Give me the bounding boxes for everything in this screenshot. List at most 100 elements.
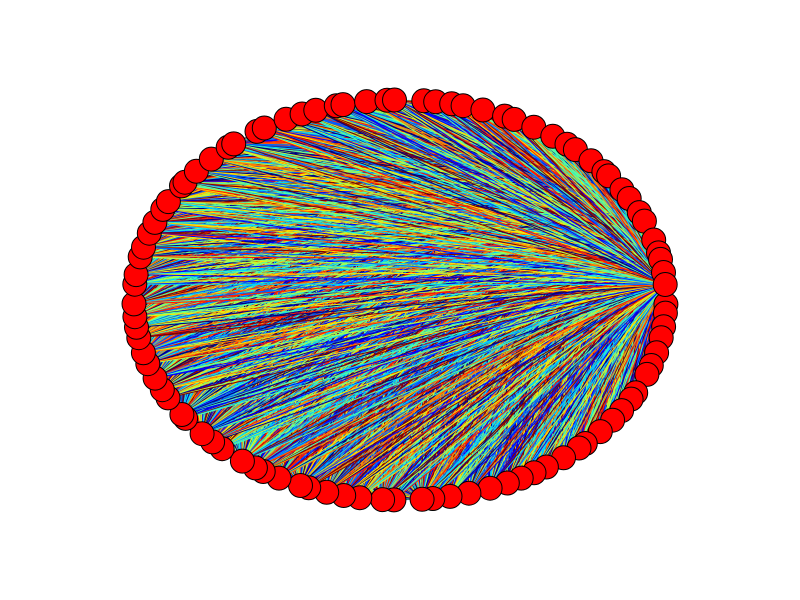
graph-edge [168, 201, 664, 273]
graph-edge [301, 113, 666, 285]
graph-node [251, 115, 277, 141]
graph-edge [155, 284, 666, 379]
graph-edge [221, 284, 666, 450]
graph-edge [143, 246, 666, 285]
graph-edge [242, 284, 666, 462]
graph-edge [256, 130, 661, 260]
graph-edge [359, 252, 659, 499]
graph-edge [451, 103, 666, 285]
graph-edge [489, 284, 666, 489]
graph-edge [432, 284, 666, 499]
graph-edge [513, 119, 666, 285]
graph-edge [264, 127, 664, 273]
graph-edge [162, 284, 666, 391]
graph-edge [300, 284, 666, 486]
graph-edge [382, 284, 666, 500]
graph-edge [482, 109, 664, 273]
graph-edge [211, 158, 661, 260]
graph-edge [211, 158, 666, 285]
graph-edge [462, 105, 664, 273]
graph-node [288, 473, 313, 498]
graph-edge [143, 284, 666, 354]
graph-edge [533, 126, 666, 285]
graph-edge [264, 127, 666, 285]
graph-edge [136, 252, 659, 276]
graph-edge [584, 284, 666, 444]
graph-edge [136, 274, 666, 285]
graph-node [409, 486, 435, 512]
graph-nodes [121, 87, 679, 513]
graph-edge [143, 246, 661, 260]
graph-edge [181, 272, 664, 415]
graph-edge [255, 284, 666, 469]
graph-edge [185, 284, 666, 419]
graph-edge [435, 101, 666, 285]
graph-edge [154, 258, 661, 379]
graph-edge [394, 99, 666, 285]
graph-edge [342, 104, 664, 273]
graph-edge [167, 252, 659, 399]
graph-edge [533, 126, 664, 273]
graph-edge [382, 272, 664, 500]
graph-node [303, 97, 329, 123]
graph-edge [162, 208, 664, 273]
graph-edge [138, 272, 664, 339]
graph-edge [134, 272, 664, 285]
graph-node [221, 131, 247, 157]
graph-edge [256, 130, 664, 273]
graph-edge [343, 284, 666, 496]
graph-edge [256, 130, 666, 285]
graph-edge [506, 284, 666, 484]
graph-edge [315, 109, 666, 285]
graph-node [169, 402, 195, 427]
graph-edge [578, 284, 666, 449]
graph-edge [468, 284, 666, 494]
graph-node [634, 361, 660, 387]
graph-edge [423, 100, 664, 273]
graph-edge [233, 143, 666, 285]
graph-edge [136, 272, 664, 276]
graph-edge [386, 99, 661, 260]
graph-edge [336, 105, 664, 273]
graph-edge [147, 252, 659, 365]
graph-edge [342, 104, 666, 285]
graph-edge [315, 109, 659, 254]
graph-edge [201, 284, 666, 435]
graph-edge [201, 258, 661, 435]
graph-edge [196, 170, 664, 273]
graph-edge [228, 146, 666, 285]
graph-edge [301, 113, 654, 241]
graph-edge [300, 258, 661, 486]
graph-edge [143, 246, 664, 273]
graph-edge [386, 99, 666, 285]
graph-edge [482, 109, 666, 285]
graph-edge [143, 239, 654, 248]
graph-edge [162, 208, 666, 285]
graph-edge [393, 259, 661, 501]
graph-edge [278, 272, 664, 479]
graph-edge [181, 284, 666, 415]
graph-edge [278, 284, 666, 479]
graph-edge [435, 101, 659, 254]
graph-edge [134, 284, 666, 318]
graph-edge [184, 181, 666, 285]
graph-edge [423, 100, 666, 285]
graph-edge [482, 109, 661, 260]
graph-edge [168, 201, 666, 285]
graph-edge [285, 118, 666, 285]
graph-edge [462, 105, 661, 260]
graph-edge [359, 284, 666, 499]
graph-node [382, 87, 407, 113]
graph-node [652, 272, 678, 297]
graph-edge [211, 158, 664, 273]
graph-edge [133, 258, 661, 305]
graph-edge [262, 258, 661, 472]
graph-node [470, 97, 496, 123]
graph-edge [449, 284, 666, 497]
graph-edge [228, 146, 654, 241]
graph-edge [563, 284, 666, 459]
graph-edge [138, 284, 666, 339]
graph-edge [468, 272, 664, 494]
